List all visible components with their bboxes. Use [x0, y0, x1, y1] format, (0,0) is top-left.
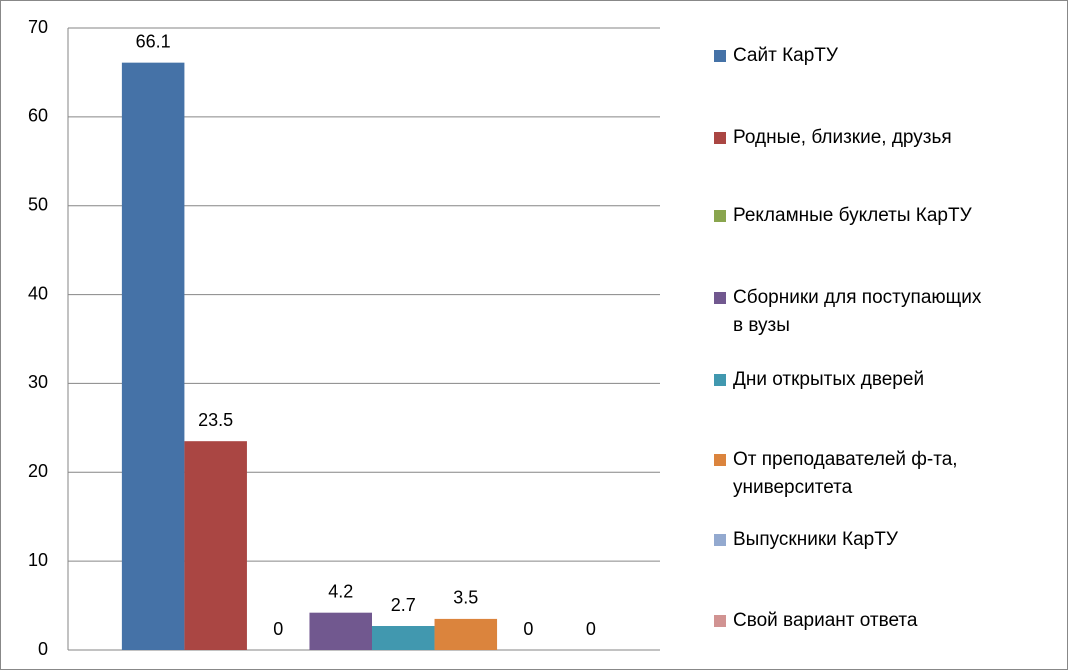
y-tick-label: 70 — [28, 17, 48, 37]
data-label: 0 — [523, 619, 533, 639]
legend-label: Родные, близкие, друзья — [733, 127, 952, 148]
legend-entry: Свой вариант ответа — [714, 607, 1004, 635]
y-tick-label: 60 — [28, 106, 48, 126]
bar — [309, 612, 372, 650]
data-label: 2.7 — [391, 595, 416, 615]
legend-entry: Сайт КарТУ — [714, 42, 1004, 70]
data-label: 3.5 — [453, 588, 478, 608]
legend-entry: Рекламные буклеты КарТУ — [714, 202, 1004, 230]
legend-swatch — [714, 534, 726, 546]
y-tick-label: 20 — [28, 461, 48, 481]
y-tick-label: 0 — [38, 639, 48, 659]
data-label: 4.2 — [328, 581, 353, 601]
data-label: 0 — [586, 619, 596, 639]
legend-swatch — [714, 615, 726, 627]
data-label: 23.5 — [198, 410, 233, 430]
legend-swatch — [714, 210, 726, 222]
legend-label: От преподавателей ф-та, университета — [733, 449, 958, 498]
y-tick-label: 40 — [28, 283, 48, 303]
bar — [121, 62, 185, 650]
legend-entry: Сборники для поступающих в вузы — [714, 284, 1004, 340]
data-label: 66.1 — [136, 31, 171, 51]
legend-swatch — [714, 454, 726, 466]
legend-label: Свой вариант ответа — [733, 610, 918, 631]
bar — [372, 626, 435, 650]
y-tick-label: 30 — [28, 372, 48, 392]
data-label: 0 — [273, 619, 283, 639]
bar — [434, 618, 498, 650]
legend-label: Выпускники КарТУ — [733, 529, 898, 550]
legend-swatch — [714, 292, 726, 304]
legend-label: Сайт КарТУ — [733, 45, 838, 66]
legend-label: Сборники для поступающих в вузы — [733, 287, 982, 336]
legend-swatch — [714, 132, 726, 144]
legend-entry: Дни открытых дверей — [714, 366, 1004, 394]
legend-swatch — [714, 374, 726, 386]
legend-label: Дни открытых дверей — [733, 369, 925, 390]
legend-entry: Родные, близкие, друзья — [714, 124, 1004, 152]
legend-label: Рекламные буклеты КарТУ — [733, 205, 972, 226]
y-tick-label: 10 — [28, 550, 48, 570]
legend-entry: От преподавателей ф-та, университета — [714, 446, 1004, 502]
y-tick-label: 50 — [28, 194, 48, 214]
legend-entry: Выпускники КарТУ — [714, 526, 1004, 554]
legend-swatch — [714, 50, 726, 62]
bar — [184, 441, 247, 650]
